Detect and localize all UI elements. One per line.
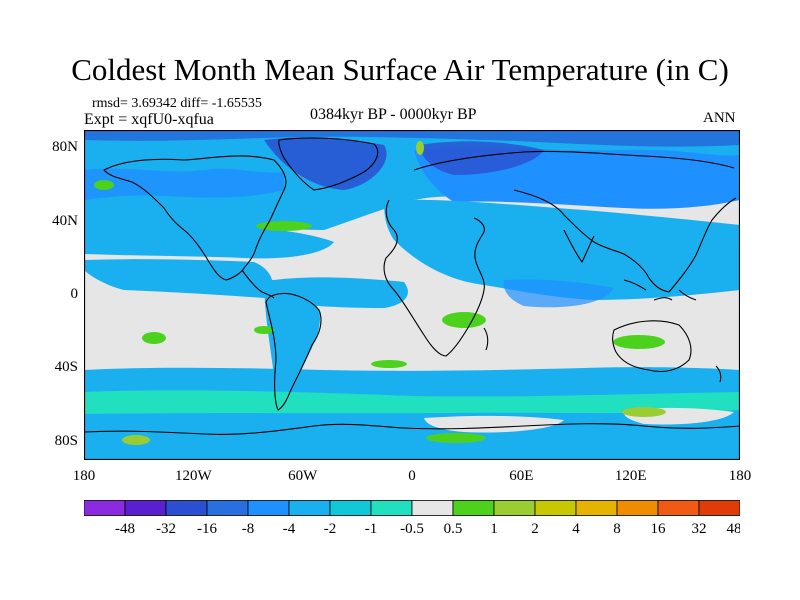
lat-tick-label: 40S bbox=[54, 359, 78, 376]
greenland-cool bbox=[264, 137, 387, 190]
colorbar-box bbox=[698, 500, 740, 516]
colorbar-box bbox=[452, 500, 495, 516]
warm-patch-north-atlantic bbox=[256, 221, 312, 231]
arctic-dark-cool bbox=[84, 130, 740, 147]
colorbar-label: -1 bbox=[365, 521, 378, 537]
warm-patch-south-atlantic bbox=[254, 326, 274, 334]
warm-patch-pacific bbox=[94, 180, 114, 190]
north-america-coast bbox=[103, 155, 287, 281]
lon-tick-label: 60W bbox=[288, 468, 318, 484]
lon-tick-label: 120E bbox=[614, 468, 647, 484]
lat-tick-label: 80N bbox=[52, 139, 78, 156]
colorbar-box bbox=[534, 500, 577, 516]
indian-ocean-cool bbox=[503, 279, 614, 308]
colorbar-label: 32 bbox=[692, 521, 707, 537]
se-asia-islands bbox=[623, 279, 697, 301]
colorbar-label: 8 bbox=[613, 521, 621, 537]
colorbar-label: 2 bbox=[531, 521, 539, 537]
southern-ocean-teal bbox=[84, 390, 740, 414]
colorbar-label: -48 bbox=[115, 521, 135, 537]
colorbar-label: -4 bbox=[283, 521, 296, 537]
colorbar-box bbox=[84, 500, 126, 516]
lon-tick-label: 180 bbox=[728, 468, 752, 484]
north-atlantic-cool bbox=[84, 225, 334, 259]
colorbar-label: -8 bbox=[242, 521, 255, 537]
madagascar-coast bbox=[483, 327, 489, 351]
antarctica-coast bbox=[84, 423, 740, 435]
colorbar-label: -32 bbox=[156, 521, 176, 537]
colorbar-box bbox=[493, 500, 536, 516]
colorbar-label: -16 bbox=[197, 521, 217, 537]
tropical-east-pacific-cool bbox=[84, 259, 273, 298]
experiment-line: Expt = xqfU0-xqfua bbox=[84, 111, 214, 128]
temperature-map bbox=[84, 130, 740, 460]
colorbar-box bbox=[575, 500, 618, 516]
colorbar-box bbox=[370, 500, 413, 516]
north-pacific-cool bbox=[84, 168, 284, 200]
colorbar-label: 16 bbox=[651, 521, 667, 537]
warm-patch-antarctic-3 bbox=[122, 435, 150, 445]
lon-tick-label: 120W bbox=[174, 468, 212, 484]
coastlines bbox=[84, 137, 740, 435]
europe-africa-coast bbox=[383, 199, 485, 357]
southern-ocean-cool bbox=[84, 367, 740, 460]
warm-patch-east-africa bbox=[442, 312, 486, 328]
warm-patch-antarctic-1 bbox=[426, 433, 486, 443]
lon-tick-label: 180 bbox=[72, 468, 96, 484]
lon-tick-label: 60E bbox=[509, 468, 534, 484]
period-line: 0384kyr BP - 0000kyr BP bbox=[310, 106, 477, 123]
colorbar-label: -2 bbox=[324, 521, 337, 537]
map-title: Coldest Month Mean Surface Air Temperatu… bbox=[71, 52, 729, 87]
colorbar-box bbox=[411, 500, 454, 516]
colorbar-label: 48 bbox=[727, 521, 741, 537]
season-label: ANN bbox=[703, 110, 736, 126]
map-frame bbox=[84, 130, 740, 460]
new-zealand-coast bbox=[715, 365, 722, 383]
colorbar-box bbox=[657, 500, 700, 516]
warm-patch-high-lat bbox=[416, 141, 424, 155]
colorbar-box bbox=[247, 500, 290, 516]
colorbar-box bbox=[165, 500, 208, 516]
colorbar-box bbox=[616, 500, 659, 516]
lat-tick-label: 40N bbox=[52, 212, 78, 229]
africa-asia-cool bbox=[384, 199, 740, 300]
greenland-coast bbox=[278, 137, 379, 191]
warm-patch-indian bbox=[613, 335, 665, 349]
warm-patch-south-pacific bbox=[371, 360, 407, 368]
colorbar-box bbox=[124, 500, 167, 516]
colorbar: -48 -32 -16 -8 -4 -2 -1 -0.5 0.5 1 2 4 8 16 32 48 bbox=[84, 500, 741, 537]
colorbar-box bbox=[288, 500, 331, 516]
colorbar-label: 4 bbox=[572, 521, 580, 537]
colorbar-label: -0.5 bbox=[400, 521, 424, 537]
eurasia-coast bbox=[413, 150, 737, 293]
australia-coast bbox=[612, 320, 692, 373]
lat-tick-label: 80S bbox=[54, 432, 78, 449]
colorbar-label: 0.5 bbox=[444, 521, 463, 537]
stats-line: rmsd= 3.69342 diff= -1.65535 bbox=[92, 96, 262, 111]
warm-patch-antarctic-2 bbox=[622, 407, 666, 417]
colorbar-label: 1 bbox=[490, 521, 498, 537]
south-america-coast bbox=[265, 292, 322, 411]
lon-tick-label: 0 bbox=[408, 468, 416, 484]
lat-tick-label: 0 bbox=[70, 286, 79, 302]
colorbar-box bbox=[329, 500, 372, 516]
colorbar-box bbox=[206, 500, 249, 516]
india-coast bbox=[563, 229, 595, 263]
eurasia-deep-cool bbox=[419, 141, 544, 175]
warm-patch-pacific-south bbox=[142, 332, 166, 344]
